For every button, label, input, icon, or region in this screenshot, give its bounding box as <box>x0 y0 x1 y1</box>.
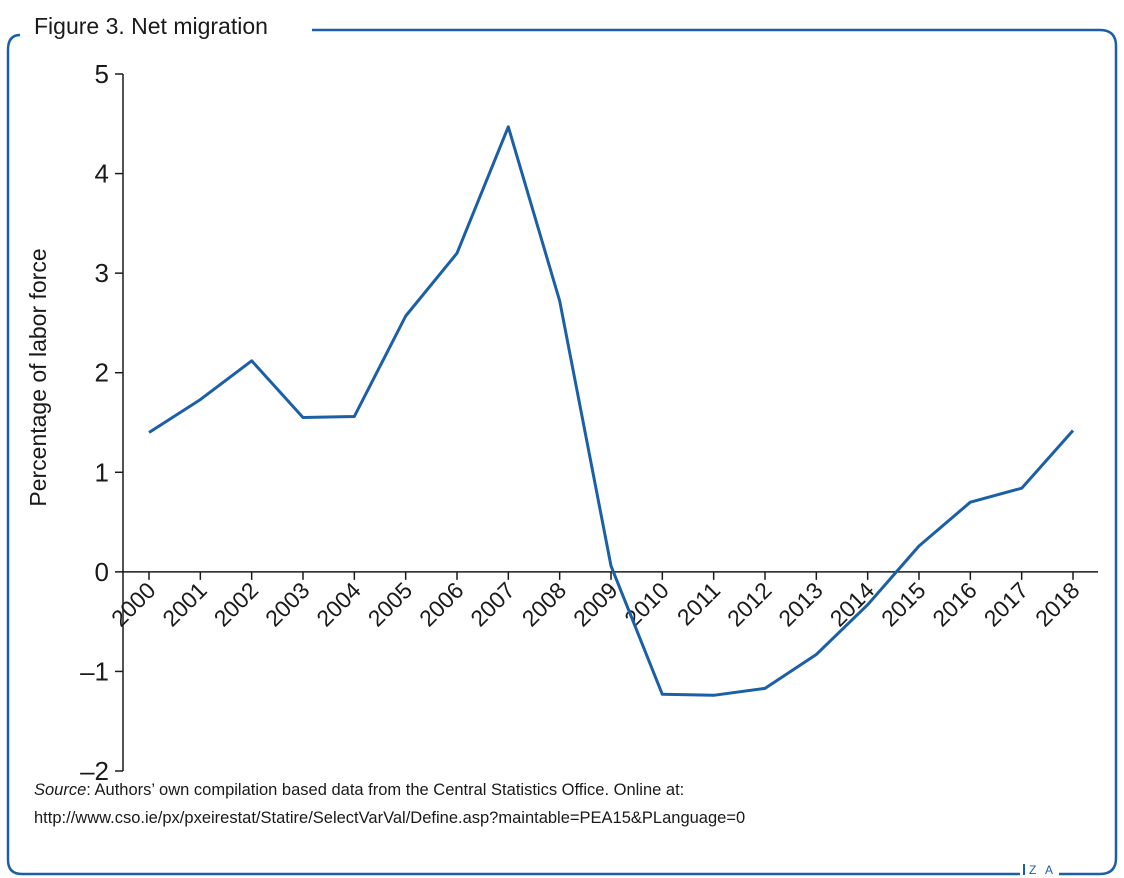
source-note: Source: Authors’ own compilation based d… <box>34 776 1094 832</box>
logo-bar <box>1023 864 1025 875</box>
x-tick-label: 2009 <box>568 577 623 632</box>
x-tick-label: 2017 <box>979 577 1034 632</box>
x-tick-label: 2002 <box>209 577 264 632</box>
iza-logo: Z A <box>1020 863 1060 877</box>
x-tick-label: 2014 <box>825 577 880 632</box>
series-line <box>148 125 1075 697</box>
logo-text: Z A <box>1029 863 1057 877</box>
x-tick-label: 2001 <box>157 577 212 632</box>
x-tick-label: 2013 <box>773 577 828 632</box>
x-tick-label: 2003 <box>260 577 315 632</box>
x-tick-label: 2012 <box>722 577 777 632</box>
y-tick-label: 0 <box>95 557 109 587</box>
source-label: Source <box>34 781 87 799</box>
frame-border <box>6 28 1118 876</box>
y-tick-label: 5 <box>95 59 109 89</box>
x-tick-label: 2007 <box>465 577 520 632</box>
x-tick-label: 2008 <box>517 577 572 632</box>
x-tick-label: 2016 <box>927 577 982 632</box>
x-tick-label: 2005 <box>363 577 418 632</box>
y-tick-label: –2 <box>80 756 109 786</box>
figure-title: Figure 3. Net migration <box>32 13 274 40</box>
y-tick-label: 2 <box>95 358 109 388</box>
y-tick-label: 3 <box>95 258 109 288</box>
x-tick-label: 2000 <box>106 577 161 632</box>
y-tick-label: 1 <box>95 457 109 487</box>
x-tick-label: 2011 <box>672 577 725 630</box>
x-tick-label: 2018 <box>1030 577 1085 632</box>
y-tick-label: 4 <box>95 159 109 189</box>
x-tick-label: 2006 <box>414 577 469 632</box>
y-tick-label: –1 <box>80 656 109 686</box>
y-axis-title: Percentage of labor force <box>25 248 51 506</box>
source-text: : Authors’ own compilation based data fr… <box>34 781 746 827</box>
x-tick-label: 2004 <box>311 577 366 632</box>
